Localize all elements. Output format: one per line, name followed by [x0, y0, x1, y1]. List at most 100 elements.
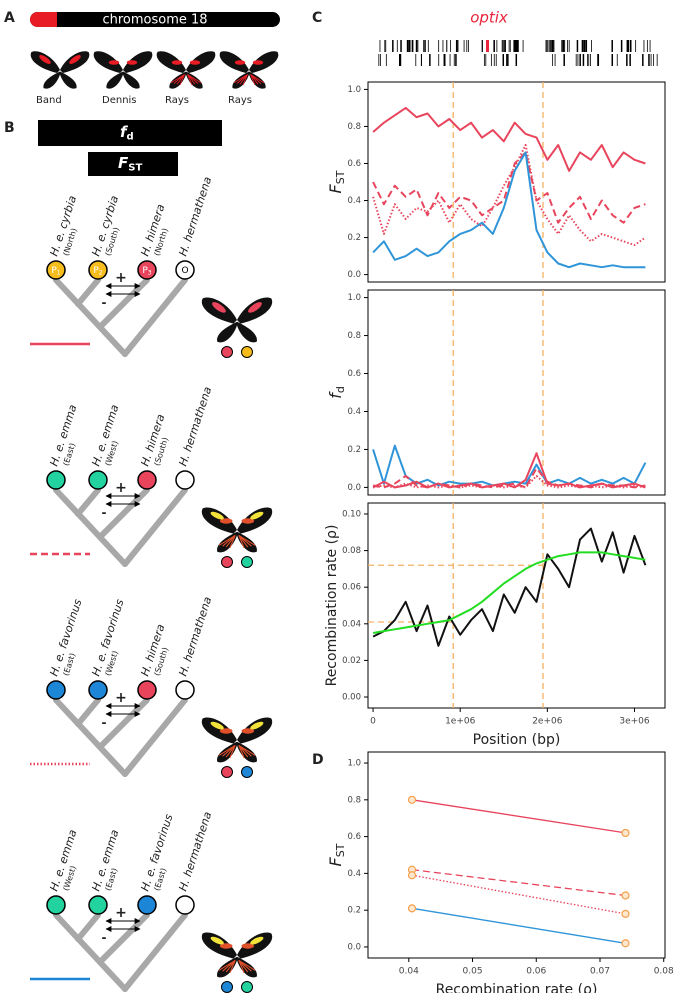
- tree-branch: [122, 912, 188, 992]
- y-tick-label: 0.02: [342, 656, 361, 666]
- wing-patch: [234, 60, 246, 65]
- tree-branch: [122, 697, 188, 777]
- y-tick-label: 0.4: [347, 869, 361, 879]
- taxon-circle: [175, 470, 195, 490]
- taxon-label: H. e. cyrbia(North): [47, 194, 79, 258]
- butterfly: [201, 932, 273, 978]
- wing-ray: [179, 74, 185, 86]
- tree-branch: [122, 277, 188, 357]
- plot-frame: [367, 289, 666, 496]
- tree-branch: [97, 912, 150, 965]
- y-tick-label: 0.2: [347, 906, 361, 916]
- wing-ray: [238, 534, 256, 546]
- taxon-label: H. hermathena: [176, 175, 214, 258]
- taxon-label: H. e. favorinus(West): [89, 597, 126, 677]
- wing-patch: [250, 721, 264, 730]
- wing-patch: [219, 728, 233, 734]
- fst-bar: [88, 152, 178, 176]
- plus-sign: +: [115, 905, 127, 921]
- taxon-circle: [88, 470, 108, 490]
- y-tick-label: 0.6: [347, 832, 361, 842]
- wing-patch: [189, 60, 201, 65]
- taxon-label: H. e. emma(East): [89, 828, 121, 893]
- butterfly: [201, 717, 273, 763]
- wing: [60, 71, 77, 89]
- taxon-label: H. e. favorinus(East): [47, 597, 84, 677]
- x-tick-label: 0.08: [654, 967, 674, 977]
- y-tick-label: 0.4: [347, 196, 361, 206]
- panel-label: A: [4, 10, 15, 26]
- phenotype-dot: [241, 981, 253, 993]
- series-line: [372, 475, 646, 489]
- tree-branch: [97, 697, 150, 750]
- y-tick-label: 0.8: [347, 122, 361, 132]
- data-point: [407, 795, 417, 804]
- series-line: [372, 151, 646, 269]
- wing: [201, 932, 237, 959]
- taxon-label: H. e. emma(West): [47, 828, 79, 893]
- wing-ray: [233, 74, 248, 84]
- taxon-symbol-sub: 3: [148, 269, 152, 276]
- y-tick-label: 0.2: [347, 445, 361, 455]
- taxon-circle: [88, 895, 108, 915]
- y-tick-label: 0.0: [347, 942, 361, 952]
- wing: [217, 321, 237, 343]
- fst-label: FST: [118, 154, 142, 174]
- phenotype-dot: [241, 766, 253, 778]
- y-tick-label: 0.10: [342, 509, 361, 519]
- wing: [237, 932, 273, 959]
- tree-branch: [75, 277, 101, 307]
- taxon-label: H. e. emma(West): [89, 403, 121, 468]
- x-axis-label: Recombination rate (ρ): [436, 982, 598, 993]
- taxon-circle: [46, 895, 66, 915]
- phenotype-dot: [241, 556, 253, 568]
- wing-patch: [171, 60, 183, 65]
- x-tick-label: 1e+06: [445, 717, 476, 727]
- data-point: [621, 939, 630, 948]
- taxon-circle: [46, 260, 66, 280]
- butterfly-label: Rays: [228, 95, 252, 106]
- taxon-label: H. hermathena: [176, 810, 214, 893]
- taxon-name: H. hermathena: [176, 385, 214, 468]
- taxon-circle: [137, 680, 157, 700]
- wing: [237, 717, 273, 744]
- chromosome-label: chromosome 18: [102, 13, 207, 28]
- phenotype-dot: [221, 766, 233, 778]
- y-axis-label-sub: ST: [334, 170, 347, 184]
- taxon-symbol: P2: [93, 266, 102, 277]
- taxon-name: H. hermathena: [176, 810, 214, 893]
- butterfly: [201, 297, 273, 343]
- taxon-label: H. himera(South): [138, 622, 170, 678]
- taxon-symbol-main: P: [51, 266, 57, 276]
- wing-ray: [229, 535, 236, 549]
- chromosome-bar: [30, 12, 280, 27]
- wing: [123, 71, 140, 89]
- taxon-label: H. hermathena: [176, 385, 214, 468]
- x-tick-label: 0.05: [463, 967, 483, 977]
- series-line: [372, 106, 646, 172]
- wing-patch: [126, 60, 138, 65]
- wing: [186, 51, 216, 73]
- series-line: [372, 444, 647, 487]
- wing-patch: [212, 302, 226, 313]
- y-tick-label: 0.0: [347, 270, 361, 280]
- taxon-circle: [137, 260, 157, 280]
- series-line: [372, 144, 646, 246]
- tree-branch: [53, 487, 128, 567]
- taxon-circle: [175, 680, 195, 700]
- wing-ray: [238, 535, 245, 549]
- series-line: [411, 799, 626, 834]
- x-tick-label: 0.07: [590, 967, 610, 977]
- series-line: [372, 527, 647, 647]
- wing-patch: [210, 721, 224, 730]
- x-axis-label: Position (bp): [473, 732, 561, 748]
- fd-label-main: f: [120, 123, 129, 141]
- plus-sign: +: [115, 270, 127, 286]
- wing-patch: [108, 60, 120, 65]
- wing: [123, 51, 153, 73]
- minus-sign: -: [102, 296, 107, 310]
- wing: [237, 507, 273, 534]
- tree-branch: [97, 277, 150, 330]
- phenotype-dot: [221, 556, 233, 568]
